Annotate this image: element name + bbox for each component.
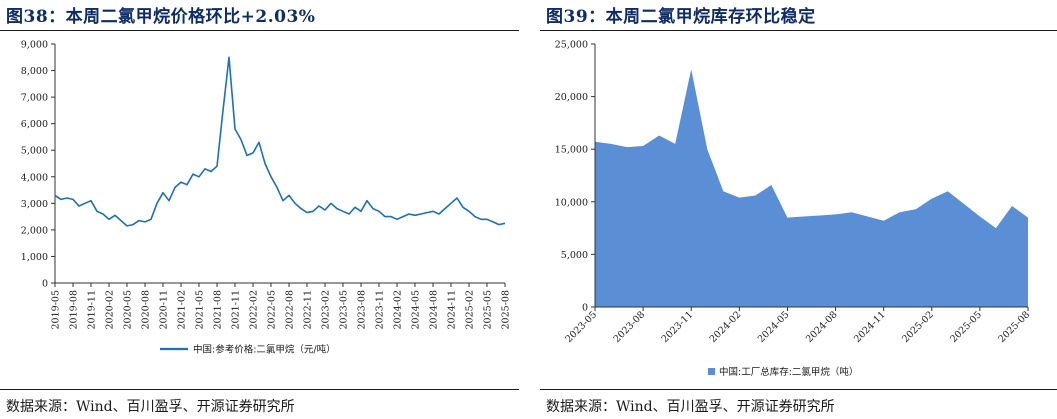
x-tick-label: 2023-11 (660, 309, 696, 345)
x-tick-label: 2022-05 (267, 290, 278, 329)
left-chart-panel: 图38：本周二氯甲烷价格环比+2.03% 0 1,000 2,000 3,000 4,0… (0, 0, 519, 419)
x-tick-label: 2023-02 (321, 290, 332, 329)
x-tick-label: 2021-02 (177, 290, 188, 329)
y-tick-label: 6,000 (21, 119, 48, 130)
inventory-series-area (595, 69, 1028, 307)
left-chart-title: 图38：本周二氯甲烷价格环比+2.03% (6, 7, 316, 27)
x-tick-label: 2025-02 (465, 290, 476, 329)
y-tick-label: 0 (42, 279, 48, 290)
x-tick-label: 2023-05 (339, 290, 350, 329)
x-tick-label: 2022-08 (285, 290, 296, 329)
y-tick-label: 25,000 (555, 40, 588, 51)
x-tick-label: 2019-08 (69, 290, 80, 329)
x-tick-label: 2019-11 (87, 290, 98, 329)
price-series-line (54, 56, 506, 227)
right-chart-panel: 图39：本周二氯甲烷库存环比稳定 0 5,000 10,000 15,000 20,00… (540, 0, 1057, 419)
y-tick-label: 5,000 (561, 250, 588, 261)
x-tick-label: 2020-08 (141, 290, 152, 329)
x-tick-label: 2023-08 (357, 290, 368, 329)
x-tick-label: 2025-08 (996, 309, 1032, 345)
x-tick-label: 2024-02 (708, 309, 744, 345)
y-tick-label: 5,000 (21, 146, 48, 157)
x-tick-label: 2022-11 (303, 290, 314, 329)
left-top-rule (0, 30, 519, 31)
right-bottom-rule (540, 389, 1057, 390)
x-tick-label: 2025-02 (900, 309, 936, 345)
x-tick-label: 2021-08 (213, 290, 224, 329)
y-tick-label: 15,000 (555, 145, 588, 156)
y-tick-label: 20,000 (555, 92, 588, 103)
x-tick-label: 2023-11 (375, 290, 386, 329)
x-tick-label: 2024-05 (411, 290, 422, 329)
y-tick-label: 0 (582, 303, 588, 314)
x-tick-label: 2023-05 (563, 309, 599, 345)
right-chart-title: 图39：本周二氯甲烷库存环比稳定 (546, 7, 816, 27)
x-tick-label: 2024-02 (393, 290, 404, 329)
legend-label: 中国:工厂总库存:二氯甲烷（吨） (719, 366, 858, 378)
x-tick-label: 2021-11 (231, 290, 242, 329)
price-line-chart: 0 1,000 2,000 3,000 4,000 5,000 6,000 7,000 8,00… (21, 40, 512, 356)
x-tick-label: 2025-08 (501, 290, 512, 329)
x-tick-label: 2024-05 (756, 309, 792, 345)
legend-label: 中国:参考价格:二氯甲烷（元/吨） (193, 344, 336, 356)
y-tick-label: 9,000 (21, 40, 48, 51)
y-tick-label: 4,000 (21, 172, 48, 183)
y-tick-label: 7,000 (21, 93, 48, 104)
x-tick-label: 2024-11 (447, 290, 458, 329)
x-tick-label: 2022-02 (249, 290, 260, 329)
x-tick-label: 2020-02 (105, 290, 116, 329)
x-tick-label: 2024-08 (429, 290, 440, 329)
x-tick-label: 2020-11 (159, 290, 170, 329)
legend-area-swatch (708, 368, 715, 375)
y-tick-label: 1,000 (21, 252, 48, 263)
x-tick-label: 2020-05 (123, 290, 134, 329)
x-tick-label: 2023-08 (612, 309, 648, 345)
x-tick-label: 2021-05 (195, 290, 206, 329)
right-top-rule (540, 30, 1057, 31)
y-tick-label: 2,000 (21, 225, 48, 236)
x-tick-label: 2024-11 (852, 309, 888, 345)
y-tick-label: 10,000 (555, 197, 588, 208)
x-tick-label: 2019-05 (51, 290, 62, 329)
left-source-note: 数据来源：Wind、百川盈孚、开源证券研究所 (6, 399, 295, 415)
x-tick-label: 2025-05 (483, 290, 494, 329)
x-tick-label: 2025-05 (948, 309, 984, 345)
y-tick-label: 8,000 (21, 66, 48, 77)
x-tick-label: 2024-08 (804, 309, 840, 345)
left-bottom-rule (0, 389, 519, 390)
y-tick-label: 3,000 (21, 199, 48, 210)
inventory-area-chart: 0 5,000 10,000 15,000 20,000 25,000 2023-05 202… (555, 40, 1032, 379)
right-source-note: 数据来源：Wind、百川盈孚、开源证券研究所 (546, 399, 835, 415)
